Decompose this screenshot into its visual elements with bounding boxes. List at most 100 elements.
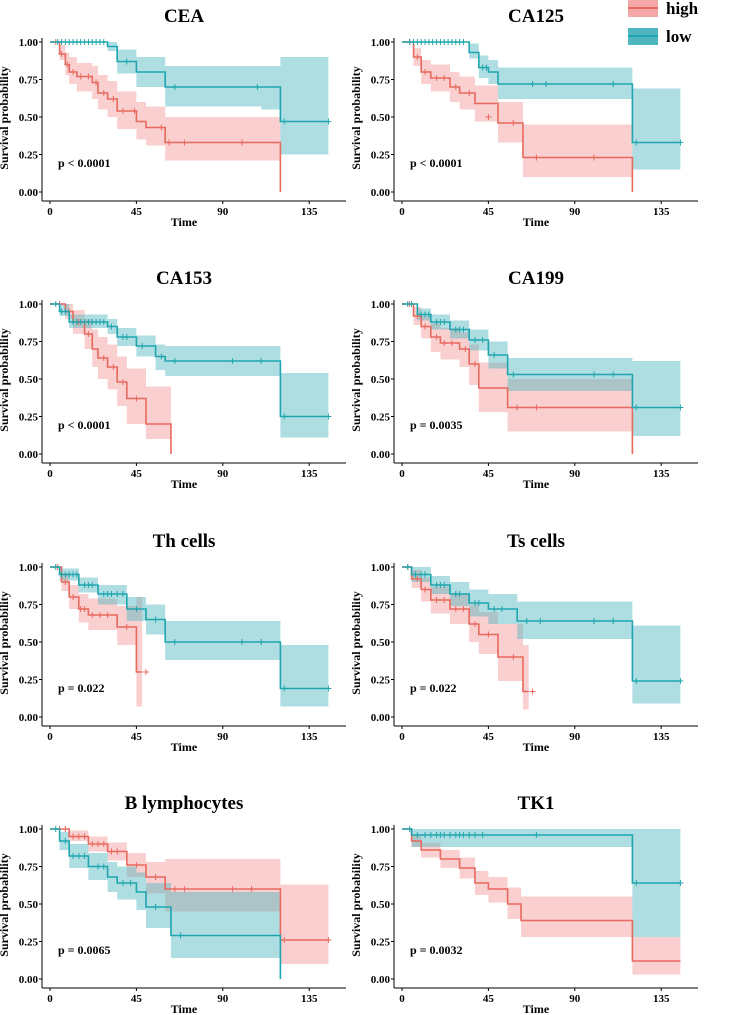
censor-mark-low <box>258 639 265 645</box>
censor-mark-low <box>239 639 245 645</box>
censor-mark-high <box>143 669 149 675</box>
km-curve-high <box>402 41 634 192</box>
km-curve-high <box>402 828 681 962</box>
panel-title: Th cells <box>153 531 216 552</box>
censor-mark-low <box>133 606 140 612</box>
censor-mark-high <box>414 576 421 582</box>
x-tick-label: 135 <box>301 993 318 1005</box>
censor-mark-low <box>119 591 126 597</box>
y-tick-label: 0.75 <box>19 600 39 612</box>
y-tick-label: 0.75 <box>371 862 391 874</box>
censor-mark-low <box>529 81 536 87</box>
censor-mark-high <box>248 886 255 892</box>
censor-mark-low <box>177 932 184 939</box>
censor-mark-high <box>452 84 459 90</box>
censor-mark-high <box>100 90 107 96</box>
panel-title: CA125 <box>508 6 564 27</box>
censor-mark-high <box>181 886 188 892</box>
y-tick-label: 0.75 <box>19 862 39 874</box>
censor-mark-low <box>425 311 432 318</box>
x-tick-label: 90 <box>217 206 229 218</box>
censor-mark-low <box>610 371 617 378</box>
censor-mark-low <box>62 308 69 315</box>
panel-title: Ts cells <box>507 531 565 552</box>
censor-mark-low <box>633 678 640 684</box>
censor-mark-low <box>114 591 121 597</box>
censor-mark-low <box>158 353 165 360</box>
censor-mark-high <box>239 139 245 146</box>
censor-mark-high <box>75 833 82 840</box>
y-axis-label: Survival probability <box>349 853 363 956</box>
censor-mark-low <box>510 371 517 378</box>
censor-mark-low <box>100 863 107 870</box>
censor-mark-low <box>139 343 146 349</box>
censor-mark-low <box>441 832 448 838</box>
y-tick-label: 0.25 <box>371 150 391 162</box>
censor-mark-low <box>677 404 684 411</box>
censor-mark-low <box>108 591 115 597</box>
x-tick-label: 0 <box>399 468 405 480</box>
censor-mark-high <box>471 621 478 627</box>
y-tick-label: 0.25 <box>371 412 391 424</box>
ci-band-high <box>50 304 171 454</box>
censor-mark-high <box>441 75 448 81</box>
x-tick-label: 45 <box>483 731 495 743</box>
censor-mark-high <box>533 404 540 411</box>
y-tick-label: 0.00 <box>19 712 39 724</box>
censor-mark-low <box>81 853 88 859</box>
censor-mark-high <box>448 340 455 346</box>
x-axis-label: Time <box>171 1002 198 1015</box>
censor-mark-high <box>85 73 92 80</box>
y-tick-label: 1.00 <box>19 824 39 836</box>
x-tick-label: 90 <box>569 468 581 480</box>
censor-mark-high <box>70 69 77 75</box>
y-tick-label: 0.00 <box>19 974 39 986</box>
censor-mark-high <box>281 937 288 943</box>
censor-mark-low <box>523 618 530 624</box>
censor-mark-high <box>462 346 469 352</box>
censor-mark-high <box>89 612 96 618</box>
censor-mark-high <box>123 624 130 630</box>
censor-mark-high <box>529 688 536 695</box>
censor-mark-low <box>633 139 640 146</box>
ci-band-low <box>402 829 681 937</box>
x-tick-label: 90 <box>569 731 581 743</box>
censor-mark-high <box>471 361 478 367</box>
km-curve-low <box>50 828 282 979</box>
x-tick-label: 0 <box>399 993 405 1005</box>
censor-mark-high <box>181 139 188 146</box>
p-value: p < 0.0001 <box>410 156 463 170</box>
censor-mark-high <box>414 54 421 60</box>
censor-mark-low <box>633 404 640 411</box>
censor-mark-low <box>171 639 178 645</box>
ci-band-low <box>402 42 681 170</box>
x-axis-label: Time <box>523 477 550 491</box>
censor-mark-low <box>89 582 96 588</box>
x-tick-label: 0 <box>47 468 53 480</box>
censor-mark-low <box>152 616 159 623</box>
censor-mark-low <box>404 564 411 570</box>
censor-mark-low <box>460 832 467 838</box>
ci-band-high <box>402 567 529 710</box>
censor-mark-high <box>433 597 440 603</box>
censor-mark-high <box>441 340 448 346</box>
ci-band-high <box>50 829 329 964</box>
censor-mark-low <box>62 838 69 844</box>
censor-mark-low <box>591 618 597 624</box>
censor-mark-high <box>110 364 117 370</box>
censor-mark-high <box>85 331 92 337</box>
y-axis-label: Survival probability <box>349 328 363 431</box>
censor-mark-low <box>406 826 413 832</box>
censor-mark-high <box>70 833 77 840</box>
p-value: p = 0.022 <box>410 681 457 695</box>
y-tick-label: 0.00 <box>371 712 391 724</box>
censor-mark-low <box>591 371 597 378</box>
censor-mark-high <box>591 154 597 161</box>
censor-mark-high <box>119 108 126 114</box>
censor-mark-low <box>460 326 467 333</box>
p-value: p = 0.0065 <box>58 943 111 957</box>
y-tick-label: 0.75 <box>19 75 39 87</box>
censor-mark-low <box>75 853 82 859</box>
panel-ca125: CA125 0.00 0.25 0.50 0.75 1.00 0 45 90 135 Time Sur… <box>349 6 698 229</box>
